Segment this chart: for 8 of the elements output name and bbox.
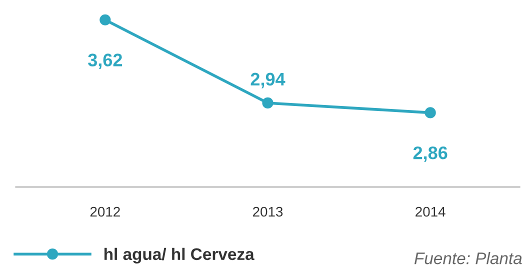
data-label: 2,86 xyxy=(413,146,448,162)
x-tick-label: 2014 xyxy=(416,206,446,217)
data-label: 2,94 xyxy=(250,72,286,88)
legend-label: hl agua/ hl Cerveza xyxy=(104,248,254,264)
data-label: 3,62 xyxy=(88,54,122,70)
x-tick-label: 2012 xyxy=(90,206,120,217)
source-note: Fuente: Planta xyxy=(414,252,522,264)
x-tick-label: 2013 xyxy=(253,206,283,217)
